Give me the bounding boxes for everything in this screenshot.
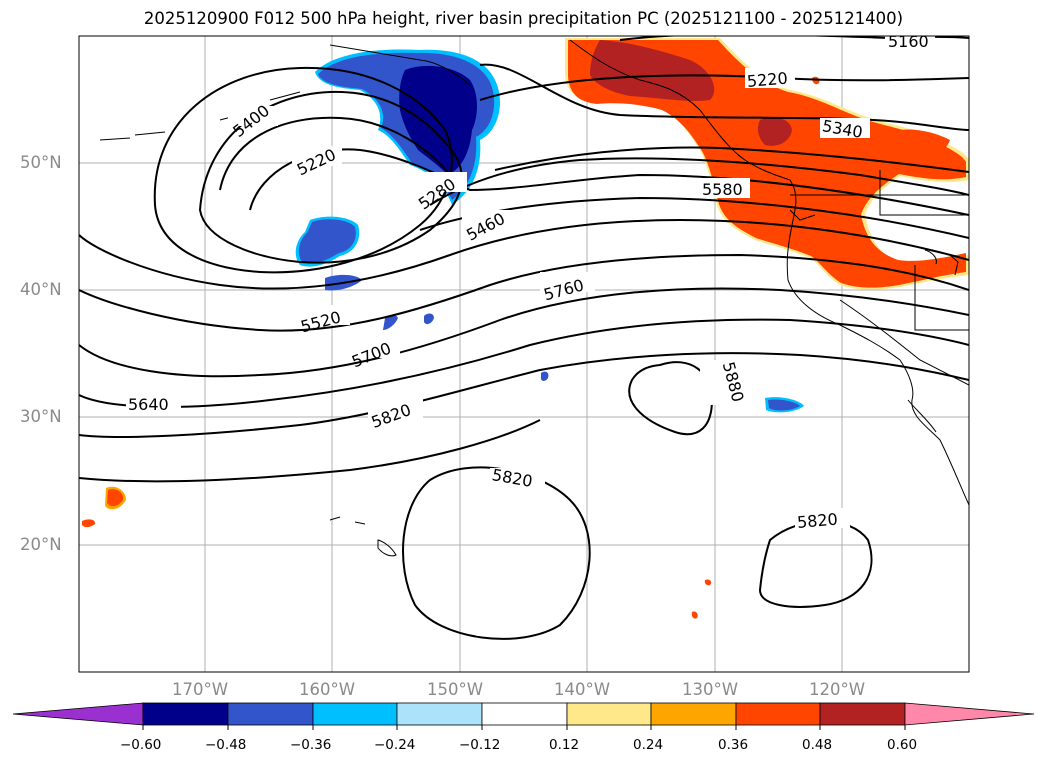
lon-label-140w: 140°W [554, 680, 611, 699]
colorbar-bin [735, 702, 821, 726]
colorbar-bin [396, 702, 483, 726]
map-title: 2025120900 F012 500 hPa height, river ba… [143, 9, 904, 28]
coastlines [99, 39, 969, 557]
lat-label-40n: 40°N [20, 280, 62, 299]
colorbar-bin [566, 702, 652, 726]
lat-label-20n: 20°N [20, 535, 62, 554]
colorbar-tick-label: −0.48 [205, 737, 247, 753]
colorbar-bin [142, 702, 229, 726]
colorbar-over-triangle [904, 702, 1035, 726]
lon-label-150w: 150°W [427, 680, 484, 699]
negative-shading-alaska [295, 49, 804, 413]
colorbar-bin [481, 702, 568, 726]
colorbar-bin [227, 702, 314, 726]
contour-label: 5820 [796, 509, 838, 531]
lon-label-170w: 170°W [172, 680, 229, 699]
lon-label-120w: 120°W [809, 680, 866, 699]
colorbar-tick-label: 0.12 [549, 737, 580, 753]
lon-label-130w: 130°W [682, 680, 739, 699]
map-frame [78, 35, 970, 673]
colorbar [12, 702, 1035, 730]
colorbar-tick-label: 0.36 [718, 737, 749, 753]
colorbar-under-triangle [12, 702, 144, 726]
lat-label-50n: 50°N [20, 153, 62, 172]
colorbar-bin [819, 702, 906, 726]
contour-label: 5220 [746, 68, 788, 90]
colorbar-ticks [142, 725, 906, 730]
colorbar-tick-label: −0.24 [374, 737, 416, 753]
contour-label: 5640 [128, 395, 169, 414]
colorbar-tick-label: 0.60 [887, 737, 918, 753]
colorbar-tick-label: 0.48 [802, 737, 833, 753]
lat-label-30n: 30°N [20, 407, 62, 426]
contour-label: 5580 [702, 180, 743, 199]
contour-label-halos [126, 36, 935, 528]
colorbar-tick-label: −0.12 [459, 737, 501, 753]
contour-label: 5160 [888, 32, 929, 51]
colorbar-tick-label: −0.36 [290, 737, 332, 753]
colorbar-bin [650, 702, 737, 726]
colorbar-tick-label: 0.24 [633, 737, 664, 753]
colorbar-tick-label: −0.60 [120, 737, 162, 753]
lon-label-160w: 160°W [299, 680, 356, 699]
colorbar-bin [312, 702, 398, 726]
